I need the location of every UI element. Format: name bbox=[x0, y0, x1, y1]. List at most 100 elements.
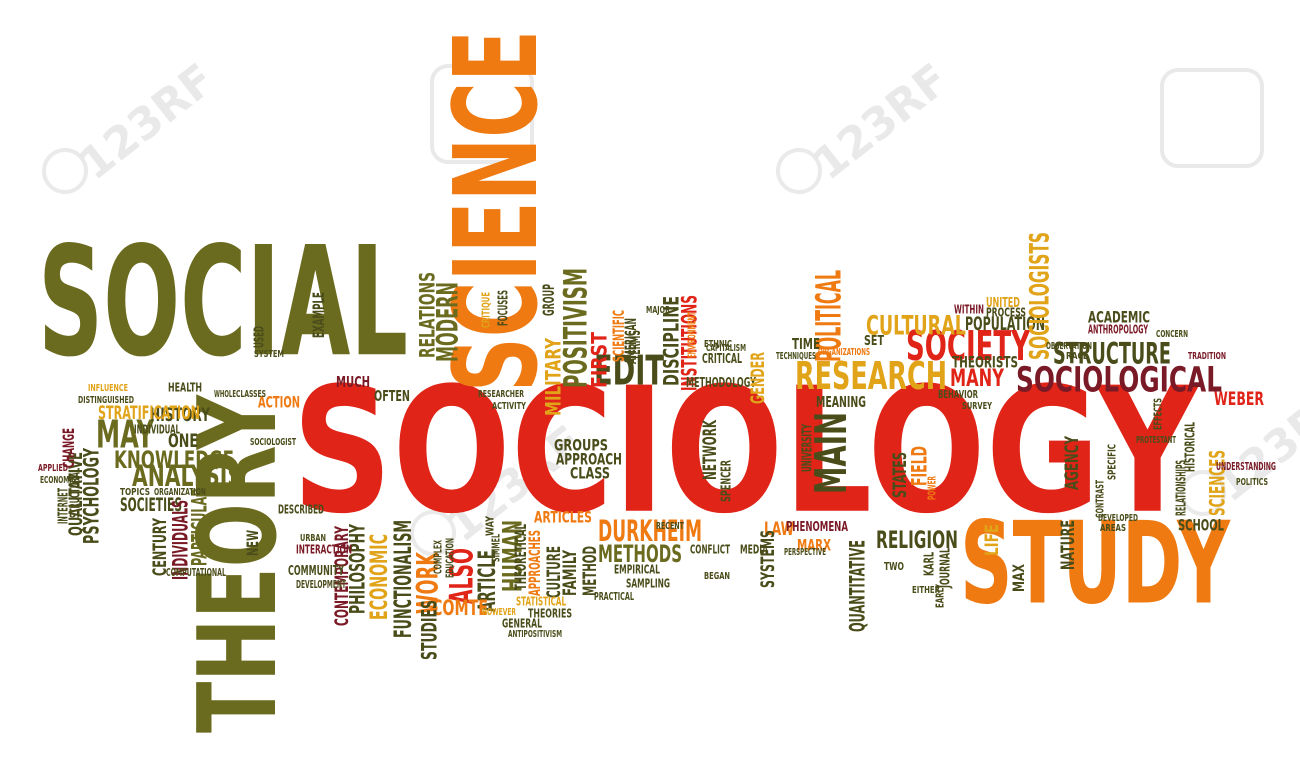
word-specific: SPECIFIC bbox=[1106, 444, 1119, 480]
word-network: NETWORK bbox=[698, 419, 721, 480]
word-effects: EFFECTS bbox=[1152, 397, 1165, 430]
word-areas: AREAS bbox=[1100, 522, 1127, 534]
word-theorists: THEORISTS bbox=[952, 352, 1019, 372]
word-university: UNIVERSITY bbox=[799, 423, 815, 472]
word-meaning: MEANING bbox=[816, 393, 867, 412]
word-understanding: UNDERSTANDING bbox=[1216, 460, 1277, 473]
word-topics: TOPICS bbox=[120, 486, 151, 498]
word-computational: COMPUTATIONAL bbox=[166, 566, 227, 579]
watermark-logo-box bbox=[430, 64, 534, 164]
word-internet: INTERNET bbox=[55, 487, 71, 524]
word-group: GROUP bbox=[541, 283, 559, 316]
word-class: CLASS bbox=[570, 463, 611, 483]
word-life: LIFE bbox=[980, 523, 1003, 556]
word-two: TWO bbox=[884, 560, 905, 573]
word-concern: CONCERN bbox=[1156, 328, 1189, 340]
word-however: HOWEVER bbox=[482, 606, 517, 618]
word-united: UNITED bbox=[986, 295, 1021, 311]
word-approaches: APPROACHES bbox=[527, 529, 545, 596]
word-research: RESEARCH bbox=[795, 355, 948, 400]
word-scientific: SCIENTIFIC bbox=[611, 309, 629, 362]
word-karl: KARL bbox=[921, 551, 937, 576]
word-urban: URBAN bbox=[300, 532, 327, 544]
word-study: STUDY bbox=[960, 497, 1231, 630]
word-states: STATES bbox=[888, 451, 911, 498]
word-race: RACE bbox=[1066, 350, 1089, 362]
word-gender: GENDER bbox=[746, 351, 769, 404]
word-complex: COMPLEX bbox=[432, 539, 445, 574]
word-quantitative: QUANTITATIVE bbox=[846, 539, 871, 632]
word-culture: CULTURE bbox=[542, 546, 565, 598]
word-critique: CRITIQUE bbox=[480, 291, 493, 328]
word-system: SYSTEM bbox=[254, 348, 285, 360]
word-development: DEVELOPMENT bbox=[296, 578, 347, 591]
word-contrast: CONTRAST bbox=[1094, 479, 1107, 518]
word-organization: ORGANIZATION bbox=[154, 486, 207, 498]
word-comte: COMTE bbox=[432, 594, 488, 621]
word-interaction: INTERACTION bbox=[296, 544, 353, 558]
word-developed: DEVELOPED bbox=[1098, 512, 1139, 524]
word-spencer: SPENCER bbox=[719, 459, 735, 502]
word-used: USED bbox=[251, 325, 267, 348]
word-main: MAIN bbox=[807, 411, 858, 494]
word-began: BEGAN bbox=[704, 570, 731, 582]
word-relations: RELATIONS bbox=[416, 271, 441, 358]
word-may: MAY bbox=[96, 412, 155, 457]
word-activity: ACTIVITY bbox=[492, 400, 527, 412]
word-much: MUCH bbox=[336, 373, 371, 392]
word-practical: PRACTICAL bbox=[594, 590, 635, 603]
word-set: SET bbox=[864, 333, 885, 349]
word-distinguished: DISTINGUISHED bbox=[78, 394, 135, 406]
word-health: HEALTH bbox=[168, 382, 203, 396]
word-marx: MARX bbox=[797, 535, 832, 555]
word-survey: SURVEY bbox=[962, 400, 993, 412]
word-durkheim: DURKHEIM bbox=[598, 515, 703, 550]
word-within: WITHIN bbox=[954, 304, 984, 318]
word-action: ACTION bbox=[258, 392, 301, 412]
word-edit: EDIT bbox=[594, 347, 665, 396]
word-analysis: ANALYSIS bbox=[132, 460, 243, 495]
word-methodology: METHODOLOGY bbox=[686, 375, 757, 391]
watermark-text: 123RF bbox=[804, 54, 959, 191]
word-phenomena: PHENOMENA bbox=[786, 519, 849, 535]
word-methods: METHODS bbox=[598, 540, 683, 569]
watermark-text: 123RF bbox=[70, 54, 225, 191]
word-societies: SOCIETIES bbox=[120, 494, 183, 517]
word-capitalism: CAPITALISM bbox=[706, 342, 747, 354]
word-simmel: SIMMEL bbox=[490, 533, 503, 562]
word-sociological: SOCIOLOGICAL bbox=[1016, 360, 1223, 401]
word-many: MANY bbox=[950, 364, 1005, 393]
word-observation: OBSERVATION bbox=[1046, 340, 1093, 352]
word-military: MILITARY bbox=[542, 337, 567, 416]
word-often: OFTEN bbox=[374, 387, 411, 406]
word-sociologist: SOCIOLOGIST bbox=[250, 436, 297, 448]
word-media: MEDIA bbox=[740, 544, 769, 558]
word-community: COMMUNITY bbox=[288, 563, 345, 579]
word-antipositivism: ANTIPOSITIVISM bbox=[508, 628, 563, 640]
word-journal: JOURNAL bbox=[937, 547, 953, 588]
word-theories: THEORIES bbox=[528, 608, 573, 622]
word-stratification: STRATIFICATION bbox=[98, 402, 201, 425]
word-individual: INDIVIDUAL bbox=[134, 424, 181, 438]
word-techniques: TECHNIQUES bbox=[776, 350, 817, 362]
word-process: PROCESS bbox=[986, 307, 1027, 321]
word-time: TIME bbox=[792, 335, 821, 354]
word-anthropology: ANTHROPOLOGY bbox=[1088, 324, 1149, 338]
word-general: GENERAL bbox=[502, 618, 543, 632]
word-sampling: SAMPLING bbox=[626, 578, 671, 592]
word-history: HISTORY bbox=[150, 404, 211, 427]
word-method: METHOD bbox=[578, 545, 601, 596]
word-approach: APPROACH bbox=[556, 449, 623, 469]
word-politics: POLITICS bbox=[1236, 476, 1269, 488]
word-described: DESCRIBED bbox=[278, 504, 325, 518]
word-statistical: STATISTICAL bbox=[516, 596, 567, 610]
word-systems: SYSTEMS bbox=[756, 529, 779, 588]
word-classes: CLASSES bbox=[236, 388, 267, 400]
word-example: EXAMPLE bbox=[311, 291, 329, 338]
word-conflict: CONFLICT bbox=[690, 544, 731, 558]
word-knowledge: KNOWLEDGE bbox=[114, 444, 235, 474]
word-agency: AGENCY bbox=[1060, 435, 1083, 490]
word-economics: ECONOMICS bbox=[40, 474, 81, 486]
word-weber: WEBER bbox=[1214, 388, 1265, 411]
